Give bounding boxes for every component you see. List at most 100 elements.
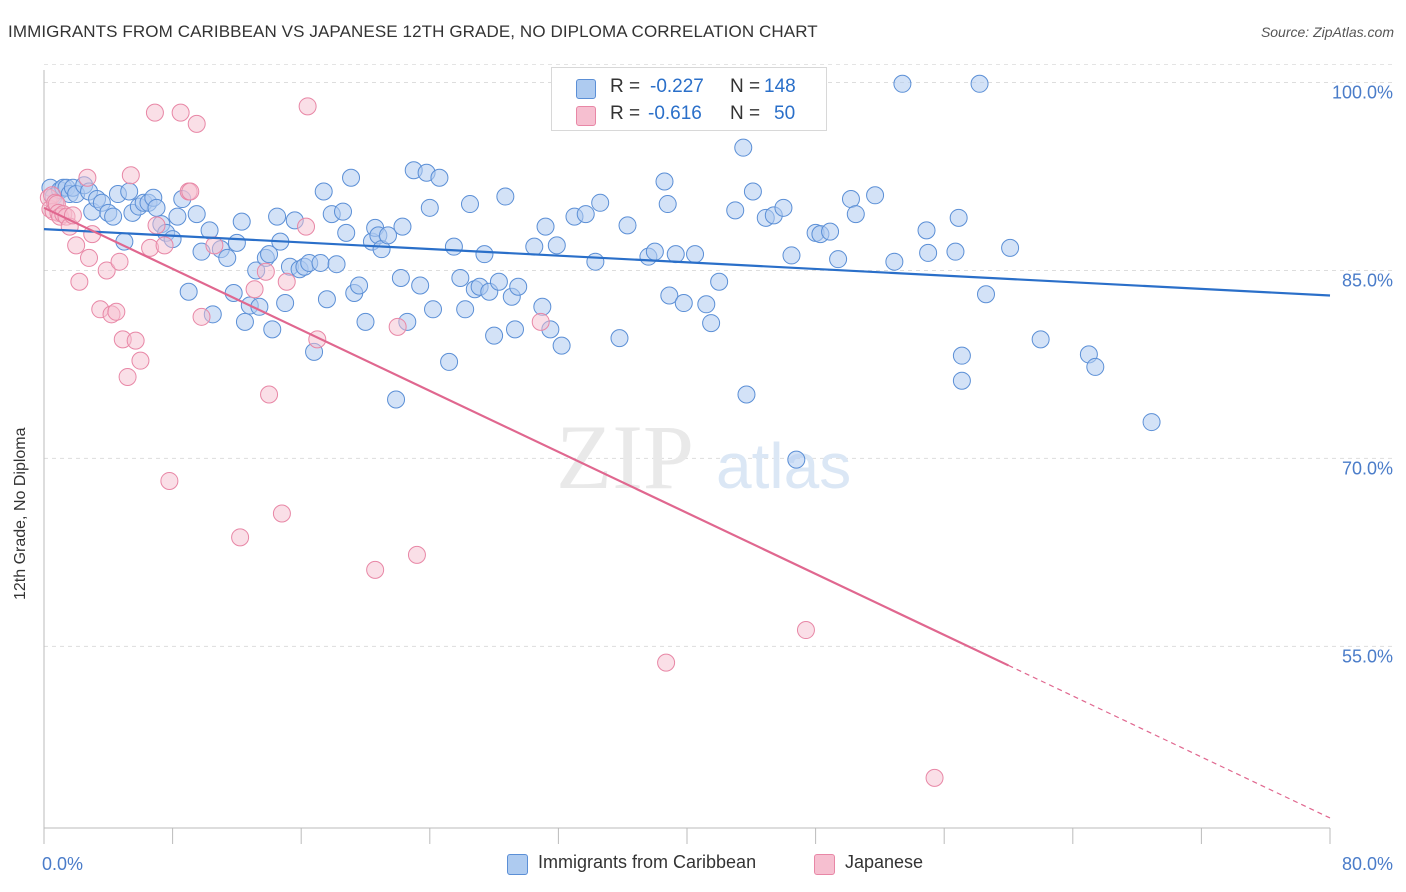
- caribbean-point: [333, 202, 352, 221]
- x-tick-label: 0.0%: [42, 854, 83, 874]
- japanese-point: [256, 262, 275, 281]
- japanese-point: [70, 272, 89, 291]
- caribbean-point: [919, 243, 938, 262]
- caribbean-point: [350, 276, 369, 295]
- caribbean-point: [552, 336, 571, 355]
- caribbean-point: [342, 168, 361, 187]
- caribbean-point: [866, 186, 885, 205]
- caribbean-point: [420, 198, 439, 217]
- caribbean-point: [893, 74, 912, 93]
- stats-legend: R = -0.227 N = 148 R = -0.616 N = 50: [551, 67, 827, 131]
- watermark-zip: ZIP: [556, 406, 694, 508]
- legend-n-label: N =: [730, 103, 761, 124]
- caribbean-point: [658, 195, 677, 214]
- caribbean-point: [829, 250, 848, 269]
- japanese-point: [388, 317, 407, 336]
- caribbean-point: [976, 285, 995, 304]
- caribbean-point: [393, 217, 412, 236]
- caribbean-point: [1086, 357, 1105, 376]
- caribbean-point: [235, 312, 254, 331]
- japanese-point: [366, 560, 385, 579]
- caribbean-point: [743, 182, 762, 201]
- caribbean-point: [456, 300, 475, 319]
- caribbean-point: [489, 272, 508, 291]
- caribbean-point: [536, 217, 555, 236]
- japanese-point: [171, 103, 190, 122]
- japanese-point: [205, 236, 224, 255]
- japanese-point: [272, 504, 291, 523]
- caribbean-point: [726, 201, 745, 220]
- japanese-point: [297, 217, 316, 236]
- caribbean-point: [314, 182, 333, 201]
- caribbean-point: [702, 314, 721, 333]
- caribbean-point: [952, 346, 971, 365]
- legend-row-japanese: R = -0.616 N = 50: [552, 100, 826, 130]
- japanese-point: [657, 653, 676, 672]
- caribbean-point: [710, 272, 729, 291]
- caribbean-point: [970, 74, 989, 93]
- caribbean-point: [232, 212, 251, 231]
- gridlines: [44, 64, 1392, 647]
- japanese-point: [187, 114, 206, 133]
- caribbean-point: [576, 205, 595, 224]
- bottom-legend-label-caribbean: Immigrants from Caribbean: [538, 852, 757, 872]
- japanese-point: [155, 236, 174, 255]
- caribbean-point: [411, 276, 430, 295]
- japanese-point: [107, 302, 126, 321]
- caribbean-point: [547, 236, 566, 255]
- caribbean-point: [460, 195, 479, 214]
- japanese-point: [131, 351, 150, 370]
- japanese-point: [126, 331, 145, 350]
- caribbean-point: [218, 248, 237, 267]
- japanese-point: [407, 545, 426, 564]
- caribbean-point: [946, 242, 965, 261]
- legend-n-label: N =: [730, 76, 761, 97]
- japanese-trend-line: [43, 206, 1009, 667]
- legend-row-caribbean: R = -0.227 N = 148: [552, 73, 826, 103]
- caribbean-point: [509, 277, 528, 296]
- japanese-trend-extension: [1008, 664, 1331, 819]
- caribbean-point: [949, 208, 968, 227]
- caribbean-point: [104, 207, 123, 226]
- japanese-point: [160, 471, 179, 490]
- japanese-point: [531, 312, 550, 331]
- caribbean-point: [187, 205, 206, 224]
- caribbean-point: [379, 226, 398, 245]
- caribbean-point: [525, 237, 544, 256]
- japanese-point: [145, 103, 164, 122]
- caribbean-point: [645, 242, 664, 261]
- caribbean-point: [475, 245, 494, 264]
- legend-r-label: R =: [610, 103, 641, 124]
- caribbean-point: [1142, 413, 1161, 432]
- caribbean-point: [147, 198, 166, 217]
- caribbean-point: [387, 390, 406, 409]
- japanese-point: [298, 97, 317, 116]
- caribbean-point: [391, 268, 410, 287]
- caribbean-point: [655, 172, 674, 191]
- caribbean-point: [737, 385, 756, 404]
- caribbean-point: [444, 237, 463, 256]
- caribbean-point: [179, 282, 198, 301]
- legend-r-value: -0.227: [650, 76, 704, 97]
- caribbean-point: [586, 252, 605, 271]
- japanese-point: [97, 261, 116, 280]
- japanese-point: [925, 768, 944, 787]
- caribbean-point: [337, 223, 356, 242]
- y-tick-label: 85.0%: [1342, 270, 1393, 290]
- caribbean-point: [734, 138, 753, 157]
- caribbean-point: [120, 182, 139, 201]
- legend-n-value: 50: [774, 103, 796, 124]
- caribbean-point: [674, 294, 693, 313]
- caribbean-point: [260, 245, 279, 264]
- caribbean-point: [327, 255, 346, 274]
- watermark-atlas: atlas: [716, 430, 851, 502]
- japanese-point: [118, 367, 137, 386]
- x-tick-label: 80.0%: [1342, 854, 1393, 874]
- caribbean-point: [168, 207, 187, 226]
- caribbean-point: [697, 295, 716, 314]
- japanese-point: [796, 621, 815, 640]
- bottom-legend-swatch-japanese: [814, 854, 835, 875]
- caribbean-point: [424, 300, 443, 319]
- caribbean-point: [227, 233, 246, 252]
